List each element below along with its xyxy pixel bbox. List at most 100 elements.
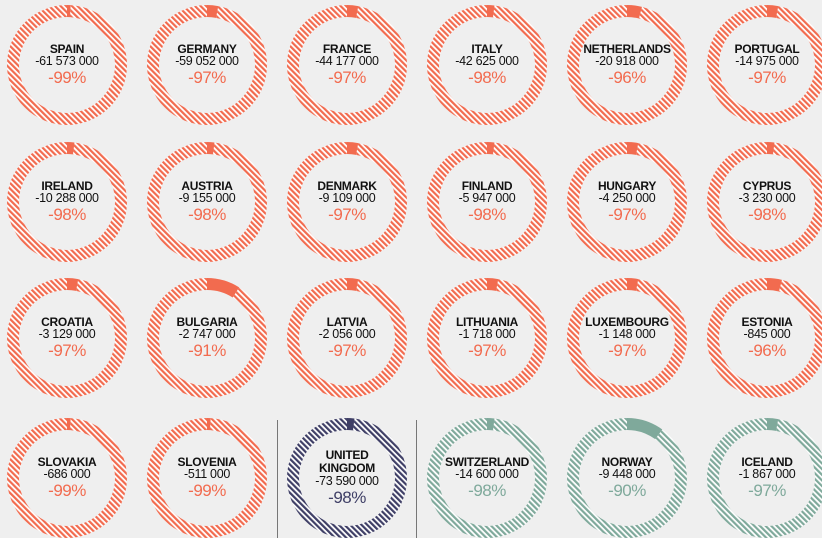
value-label: -5 947 000	[458, 191, 516, 206]
donut-cell: LUXEMBOURG -1 148 000 -97%	[562, 273, 692, 403]
country-name: ESTONIA	[741, 314, 793, 329]
country-name: SWITZERLAND	[444, 454, 530, 469]
country-name: ICELAND	[741, 454, 793, 469]
change-label: -97%	[608, 341, 646, 361]
value-label: -1 867 000	[738, 467, 796, 482]
label-box: CYPRUS -3 230 000 -98%	[722, 137, 812, 267]
remaining-arc	[567, 278, 687, 398]
ring	[707, 142, 822, 262]
remaining-arc	[707, 142, 822, 262]
label-box: SWITZERLAND -14 600 000 -98%	[442, 413, 532, 538]
ring	[707, 418, 822, 538]
donut	[707, 278, 822, 398]
value-label: -2 747 000	[178, 327, 236, 342]
donut-cell: CROATIA -3 129 000 -97%	[2, 273, 132, 403]
donut	[287, 418, 407, 538]
ring	[567, 278, 687, 398]
ring	[427, 5, 547, 125]
label-box: FRANCE -44 177 000 -97%	[302, 0, 392, 130]
change-label: -98%	[468, 481, 506, 501]
label-box: CROATIA -3 129 000 -97%	[22, 273, 112, 403]
change-label: -98%	[748, 205, 786, 225]
country-name: LITHUANIA	[456, 314, 518, 329]
label-box: NORWAY -9 448 000 -90%	[582, 413, 672, 538]
donut	[427, 418, 547, 538]
divider	[277, 420, 278, 538]
donut-cell: FRANCE -44 177 000 -97%	[282, 0, 412, 130]
change-label: -98%	[188, 205, 226, 225]
remaining-arc	[147, 142, 267, 262]
remaining-arc	[427, 5, 547, 125]
country-name: IRELAND	[41, 178, 93, 193]
remaining-arc	[7, 5, 127, 125]
label-box: AUSTRIA -9 155 000 -98%	[162, 137, 252, 267]
value-label: -1 148 000	[598, 327, 656, 342]
value-label: -686 000	[43, 467, 91, 482]
remaining-arc	[7, 278, 127, 398]
value-label: -42 625 000	[455, 54, 519, 69]
donut-cell: ESTONIA -845 000 -96%	[702, 273, 822, 403]
donut	[567, 5, 687, 125]
label-box: LATVIA -2 056 000 -97%	[302, 273, 392, 403]
donut-cell: NETHERLANDS -20 918 000 -96%	[562, 0, 692, 130]
donut-cell: ICELAND -1 867 000 -97%	[702, 413, 822, 538]
donut	[7, 142, 127, 262]
country-name: CYPRUS	[742, 178, 792, 193]
remaining-arc	[287, 5, 407, 125]
remaining-arc	[287, 142, 407, 262]
change-label: -97%	[328, 341, 366, 361]
value-label: -10 288 000	[35, 191, 99, 206]
ring	[147, 278, 267, 398]
ring	[427, 278, 547, 398]
donut	[147, 278, 267, 398]
ring	[147, 5, 267, 125]
value-label: -845 000	[743, 327, 791, 342]
donut	[147, 5, 267, 125]
country-name: ITALY	[471, 41, 503, 56]
label-box: LUXEMBOURG -1 148 000 -97%	[582, 273, 672, 403]
donut-cell: BULGARIA -2 747 000 -91%	[142, 273, 272, 403]
label-box: UNITED KINGDOM -73 590 000 -98%	[302, 413, 392, 538]
donut	[287, 278, 407, 398]
ring	[287, 418, 407, 538]
remaining-arc	[287, 418, 407, 538]
country-name: CROATIA	[41, 314, 93, 329]
donut-cell: DENMARK -9 109 000 -97%	[282, 137, 412, 267]
ring	[567, 142, 687, 262]
remaining-arc	[427, 278, 547, 398]
label-box: ESTONIA -845 000 -96%	[722, 273, 812, 403]
donut-cell: GERMANY -59 052 000 -97%	[142, 0, 272, 130]
label-box: SPAIN -61 573 000 -99%	[22, 0, 112, 130]
donut-cell: ITALY -42 625 000 -98%	[422, 0, 552, 130]
change-label: -97%	[48, 341, 86, 361]
label-box: SLOVAKIA -686 000 -99%	[22, 413, 112, 538]
label-box: PORTUGAL -14 975 000 -97%	[722, 0, 812, 130]
country-name: NORWAY	[601, 454, 653, 469]
ring	[7, 278, 127, 398]
donut	[567, 418, 687, 538]
remaining-arc	[567, 142, 687, 262]
donut	[287, 5, 407, 125]
donut-cell: LATVIA -2 056 000 -97%	[282, 273, 412, 403]
remaining-arc	[567, 418, 687, 538]
remaining-arc	[7, 418, 127, 538]
label-box: FINLAND -5 947 000 -98%	[442, 137, 532, 267]
donut-cell: SLOVENIA -511 000 -99%	[142, 413, 272, 538]
donut-cell: SLOVAKIA -686 000 -99%	[2, 413, 132, 538]
remaining-arc	[707, 418, 822, 538]
country-name: GERMANY	[177, 41, 237, 56]
change-label: -96%	[748, 341, 786, 361]
value-label: -9 109 000	[318, 191, 376, 206]
change-label: -97%	[608, 205, 646, 225]
remaining-arc	[567, 5, 687, 125]
value-label: -3 129 000	[38, 327, 96, 342]
country-name: FRANCE	[322, 41, 372, 56]
change-label: -91%	[188, 341, 226, 361]
change-label: -98%	[468, 68, 506, 88]
label-box: ICELAND -1 867 000 -97%	[722, 413, 812, 538]
change-label: -98%	[328, 487, 366, 507]
ring	[7, 142, 127, 262]
value-label: -1 718 000	[458, 327, 516, 342]
value-label: -73 590 000	[315, 473, 379, 488]
label-box: LITHUANIA -1 718 000 -97%	[442, 273, 532, 403]
